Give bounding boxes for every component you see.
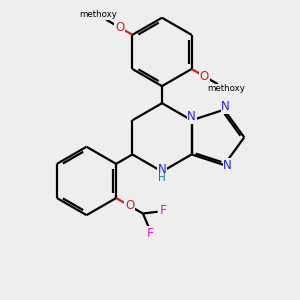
- Text: methoxy: methoxy: [207, 84, 245, 93]
- Text: O: O: [200, 70, 209, 83]
- Text: N: N: [221, 100, 230, 113]
- Text: methoxy: methoxy: [79, 11, 117, 20]
- Text: N: N: [187, 110, 196, 123]
- Text: O: O: [125, 199, 134, 212]
- Text: N: N: [223, 158, 232, 172]
- Text: H: H: [158, 173, 166, 183]
- Text: N: N: [158, 163, 166, 176]
- Text: F: F: [160, 204, 167, 217]
- Text: F: F: [147, 227, 154, 240]
- Text: O: O: [115, 21, 124, 34]
